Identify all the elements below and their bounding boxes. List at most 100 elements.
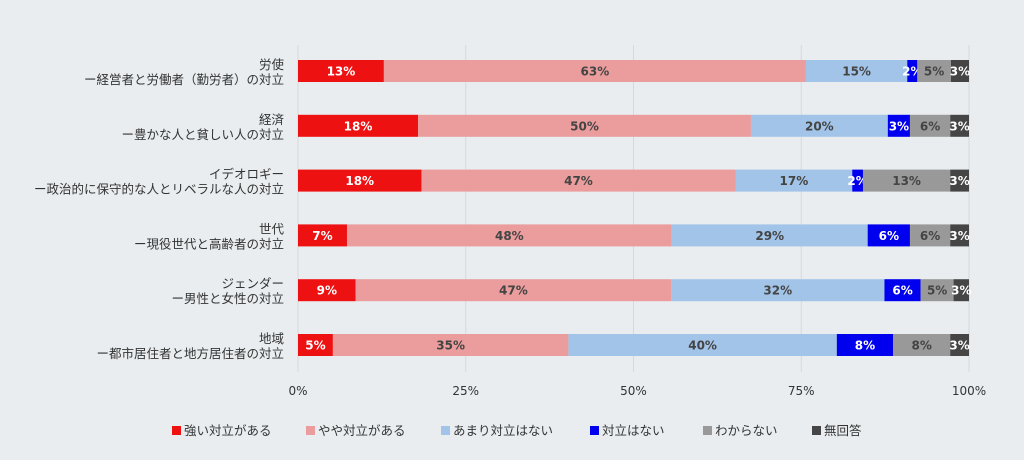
category-sublabel: ー現役世代と高齢者の対立: [134, 236, 284, 251]
data-label: 3%: [949, 174, 969, 188]
category-label: イデオロギー: [209, 167, 284, 182]
bar-segment: [909, 224, 951, 247]
legend-swatch: [590, 426, 599, 435]
legend-label: わからない: [715, 423, 778, 438]
legend-label: 対立はない: [602, 423, 665, 438]
x-tick-label: 100%: [952, 384, 986, 398]
legend-swatch: [172, 426, 181, 435]
bar-segment: [418, 114, 751, 137]
bar-segment: [950, 169, 969, 192]
legend-label: あまり対立はない: [453, 423, 553, 438]
x-tick-label: 75%: [788, 384, 815, 398]
data-label: 5%: [305, 339, 325, 353]
gridlines: [297, 45, 970, 372]
bar-segment: [568, 334, 837, 356]
bar-segment: [735, 169, 853, 192]
legend-swatch: [703, 426, 712, 435]
bar-segment: [298, 224, 347, 247]
data-label: 6%: [920, 229, 940, 243]
data-label: 8%: [912, 339, 932, 353]
bar-segment: [917, 60, 951, 82]
data-label: 6%: [920, 119, 940, 133]
category-sublabel: ー経営者と労働者（勤労者）の対立: [84, 72, 284, 87]
category-label: 地域: [259, 331, 284, 346]
bar-segment: [884, 279, 921, 302]
data-label: 6%: [879, 229, 899, 243]
bar-segment: [867, 224, 910, 247]
bar-segment: [671, 224, 868, 247]
bar-segment: [298, 334, 333, 356]
data-label: 29%: [755, 229, 784, 243]
bar-segment: [852, 169, 863, 192]
bar-segment: [920, 279, 954, 302]
x-tick-label: 0%: [288, 384, 307, 398]
category-label: 労使: [259, 57, 285, 72]
bar-segment: [332, 334, 569, 356]
bar-segment: [298, 279, 356, 302]
bar-segment: [671, 279, 885, 302]
data-label: 7%: [312, 229, 332, 243]
data-label: 18%: [344, 119, 373, 133]
data-label: 47%: [499, 284, 528, 298]
legend-swatch: [812, 426, 821, 435]
bars: 13% 63% 15% 2% 5% 3% 18% 50% 20% 3% 6% 3% 18% 47% 17% 2…: [298, 60, 971, 356]
data-label: 13%: [327, 65, 356, 79]
category-label: 世代: [259, 221, 285, 236]
bar-segment: [750, 114, 888, 137]
bar-segment: [346, 224, 672, 247]
bar-segment: [805, 60, 908, 82]
data-label: 47%: [564, 174, 593, 188]
bar-segment: [355, 279, 672, 302]
data-label: 5%: [924, 65, 944, 79]
bar-segment: [950, 114, 969, 137]
category-sublabel: ー政治的に保守的な人とリベラルな人の対立: [34, 182, 284, 197]
bar-segment: [950, 60, 969, 82]
bar-segment: [836, 334, 894, 356]
category-sublabel: ー豊かな人と貧しい人の対立: [121, 127, 284, 142]
data-label: 8%: [855, 339, 875, 353]
data-label: 17%: [780, 174, 809, 188]
bar-segment: [950, 334, 969, 356]
legend-label: 強い対立がある: [184, 423, 272, 438]
x-axis-ticks: 0% 25% 50% 75% 100%: [288, 384, 986, 398]
legend-swatch: [441, 426, 450, 435]
category-sublabel: ー男性と女性の対立: [171, 291, 284, 306]
bar-segment: [953, 279, 969, 302]
category-label: ジェンダー: [221, 276, 284, 291]
bar-segment: [298, 60, 384, 82]
legend-swatch: [306, 426, 315, 435]
data-label: 18%: [345, 174, 374, 188]
bar-segment: [887, 114, 910, 137]
bar-segment: [298, 169, 422, 192]
data-label: 9%: [317, 284, 337, 298]
legend-label: 無回答: [824, 423, 862, 438]
data-label: 13%: [892, 174, 921, 188]
data-label: 3%: [889, 119, 909, 133]
x-tick-label: 25%: [452, 384, 479, 398]
data-label: 40%: [688, 339, 717, 353]
category-labels: 労使ー経営者と労働者（勤労者）の対立経済ー豊かな人と貧しい人の対立イデオロギーー…: [34, 57, 285, 361]
bar-segment: [862, 169, 951, 192]
legend-label: やや対立がある: [318, 423, 406, 438]
bar-segment: [893, 334, 951, 356]
bar-segment: [383, 60, 806, 82]
data-label: 3%: [949, 339, 969, 353]
data-label: 20%: [805, 119, 834, 133]
bar-segment: [909, 114, 951, 137]
data-label: 3%: [949, 119, 969, 133]
legend: 強い対立がある やや対立がある あまり対立はない 対立はない わからない 無回答: [172, 423, 862, 438]
data-label: 5%: [927, 284, 947, 298]
category-sublabel: ー都市居住者と地方居住者の対立: [96, 346, 284, 361]
data-label: 6%: [892, 284, 912, 298]
data-label: 50%: [570, 119, 599, 133]
data-label: 48%: [495, 229, 524, 243]
category-label: 経済: [259, 112, 285, 127]
data-label: 3%: [949, 229, 969, 243]
data-label: 32%: [763, 284, 792, 298]
bar-segment: [421, 169, 736, 192]
data-label: 2%: [847, 174, 867, 188]
bar-segment: [950, 224, 969, 247]
data-label: 3%: [950, 65, 970, 79]
x-tick-label: 50%: [620, 384, 647, 398]
